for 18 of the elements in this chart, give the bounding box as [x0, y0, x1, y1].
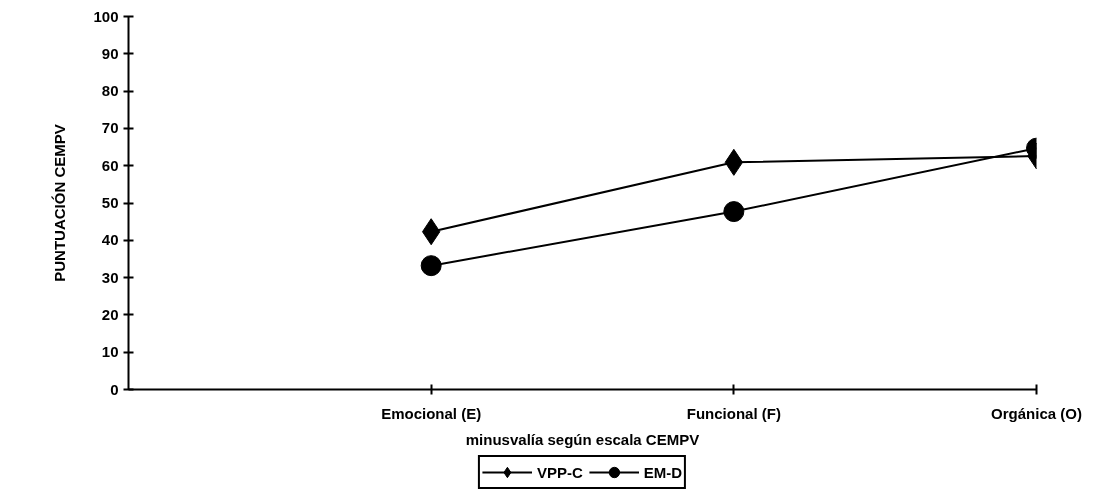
- legend-label: EM-D: [643, 463, 683, 481]
- y-tick-label: 20: [101, 305, 119, 323]
- y-tick-label: 80: [101, 82, 119, 100]
- y-tick-label: 0: [110, 380, 119, 398]
- y-tick-label: 100: [93, 7, 119, 25]
- y-tick-label: 60: [101, 156, 119, 174]
- x-tick-label: Funcional (F): [686, 404, 781, 422]
- x-tick-label: Orgánica (O): [991, 404, 1082, 422]
- y-tick-label: 40: [101, 231, 119, 249]
- legend-label: VPP-C: [536, 463, 583, 481]
- y-tick-label: 90: [101, 44, 119, 62]
- y-tick-label: 10: [101, 343, 119, 361]
- x-tick-label: Emocional (E): [381, 404, 482, 422]
- y-tick-label: 70: [101, 119, 119, 137]
- y-tick-label: 50: [101, 194, 119, 211]
- x-axis-title: minusvalía según escala CEMPV: [465, 430, 700, 448]
- y-axis-title: PUNTUACIÓN CEMPV: [51, 124, 69, 282]
- y-tick-label: 30: [101, 268, 119, 286]
